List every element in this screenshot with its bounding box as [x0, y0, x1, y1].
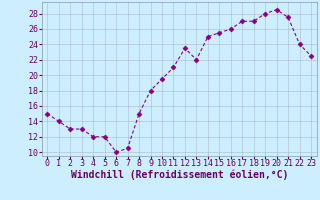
X-axis label: Windchill (Refroidissement éolien,°C): Windchill (Refroidissement éolien,°C) [70, 170, 288, 180]
